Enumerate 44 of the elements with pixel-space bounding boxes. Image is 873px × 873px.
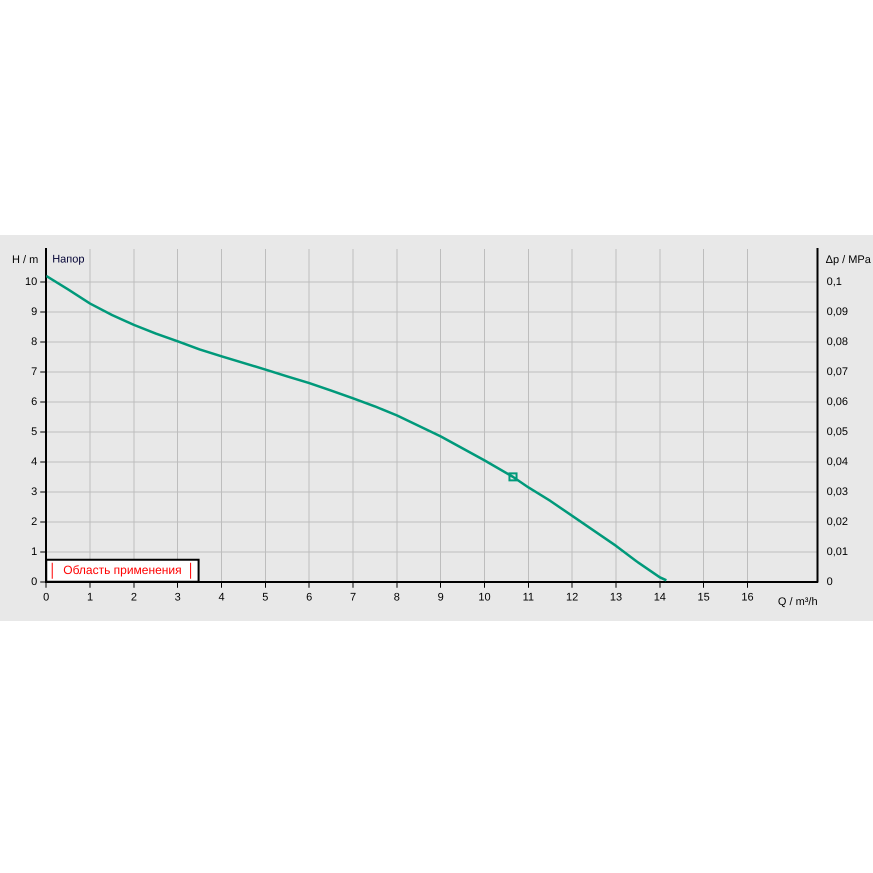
y-tick-label: 0: [31, 576, 38, 588]
x-tick-label: 11: [522, 591, 534, 604]
y2-tick-label: 0,07: [826, 366, 848, 378]
x-tick-label: 4: [218, 591, 225, 604]
y-tick-label: 1: [31, 546, 38, 558]
y2-tick-label: 0,05: [826, 426, 848, 438]
y2-tick-label: 0,01: [826, 546, 848, 558]
y-tick-label: 2: [31, 516, 38, 528]
x-tick-label: 8: [394, 591, 400, 604]
y-tick-label: 9: [31, 306, 38, 318]
y-tick-label: 10: [24, 276, 38, 288]
x-tick-label: 2: [130, 591, 137, 604]
x-tick-label: 1: [87, 591, 94, 604]
x-tick-label: 9: [438, 591, 444, 604]
y-tick-label: 7: [31, 366, 38, 378]
x-tick-label: 16: [741, 591, 754, 604]
y-tick-label: 5: [31, 426, 38, 438]
x-tick-label: 14: [654, 591, 666, 604]
x-tick-label: 7: [350, 591, 356, 604]
x-tick-label: 6: [306, 591, 312, 604]
y-tick-label: 4: [31, 456, 38, 468]
y2-tick-label: 0: [826, 576, 833, 588]
annotation: Напор: [52, 254, 84, 266]
y-tick-label: 8: [31, 336, 38, 348]
x-tick-label: 13: [610, 591, 622, 604]
x-tick-label: 5: [262, 591, 268, 604]
y2-tick-label: 0,1: [826, 276, 842, 288]
y2-tick-label: 0,08: [826, 336, 848, 348]
x-tick-label: 12: [566, 591, 578, 604]
x-tick-label: 0: [43, 591, 50, 604]
annotation: Область применения: [63, 563, 182, 578]
x-tick-label: 3: [174, 591, 181, 604]
y-axis-title: H / m: [12, 254, 38, 266]
y-tick-label: 6: [31, 396, 38, 408]
y2-tick-label: 0,09: [826, 306, 848, 318]
x-axis-title: Q / m³/h: [778, 596, 818, 608]
y2-axis-title: Δp / MPa: [826, 254, 872, 266]
y2-tick-label: 0,04: [826, 456, 848, 468]
x-tick-label: 10: [478, 591, 491, 604]
y-tick-label: 3: [31, 486, 38, 498]
y2-tick-label: 0,06: [826, 396, 848, 408]
x-tick-label: 15: [698, 591, 710, 604]
y2-tick-label: 0,02: [826, 516, 848, 528]
y2-tick-label: 0,03: [826, 486, 848, 498]
